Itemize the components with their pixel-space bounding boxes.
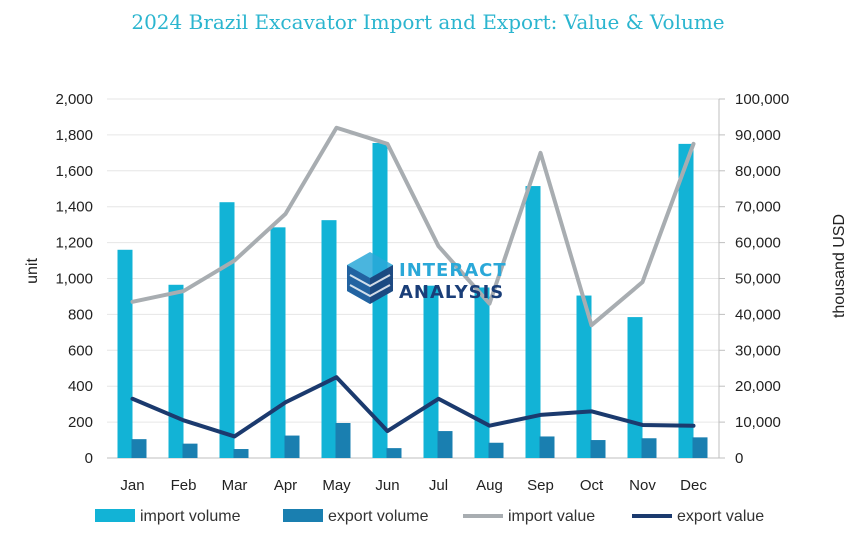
y-right-tick-label: 30,000 — [735, 342, 781, 359]
y-right-tick-label: 50,000 — [735, 271, 781, 288]
y-right-tick-label: 0 — [735, 450, 743, 467]
gridlines — [107, 98, 719, 459]
legend-label: import value — [508, 508, 595, 525]
x-axis-ticks: Jan Feb Mar Apr May Jun Jul Aug Sep Oct Nov Dec — [120, 477, 707, 494]
y-right-tick-label: 20,000 — [735, 378, 781, 395]
legend-label: export volume — [328, 508, 429, 525]
x-tick-label: Mar — [222, 477, 248, 494]
import-volume-bar — [576, 295, 592, 458]
y-left-tick-label: 200 — [68, 414, 93, 431]
x-tick-label: Jul — [429, 477, 448, 494]
y-left-tick-label: 0 — [85, 450, 93, 467]
export-volume-bar — [692, 437, 708, 458]
import-volume-bar — [525, 186, 541, 458]
y-left-tick-label: 800 — [68, 306, 93, 323]
export-volume-bar — [233, 449, 249, 458]
export-volume-bar — [284, 435, 300, 458]
import-volume-bar — [321, 220, 337, 458]
y-left-tick-label: 1,600 — [55, 163, 93, 180]
y-left-tick-label: 2,000 — [55, 91, 93, 108]
import-volume-bar — [627, 317, 643, 458]
export-volume-bar — [335, 422, 351, 458]
logo-text-line1: INTERACT — [399, 260, 507, 281]
export-value-line — [130, 375, 696, 439]
series-lines — [130, 125, 696, 439]
chart-title: 2024 Brazil Excavator Import and Export:… — [131, 10, 724, 34]
export-volume-bar — [182, 443, 198, 458]
import-volume-bar — [423, 285, 439, 458]
legend-label: import volume — [140, 508, 241, 525]
legend: import volume export volume import value ex… — [95, 508, 764, 525]
y-axis-right-ticks: 0 10,000 20,000 30,000 40,000 50,000 60,000 70,… — [718, 91, 789, 467]
import-volume-bar — [678, 143, 694, 458]
y-axis-left-label: unit — [24, 258, 41, 284]
y-left-tick-label: 1,200 — [55, 235, 93, 252]
y-right-tick-label: 40,000 — [735, 306, 781, 323]
y-axis-left-ticks: 0 200 400 600 800 1,000 1,200 1,400 1,600 1,800 2,… — [55, 91, 93, 467]
export-volume-bar — [386, 448, 402, 458]
import-value-line — [130, 125, 696, 328]
export-volume-bar — [488, 442, 504, 458]
y-left-tick-label: 1,000 — [55, 271, 93, 288]
logo-cube-icon — [347, 252, 393, 304]
y-right-tick-label: 100,000 — [735, 91, 789, 108]
export-volume-bar — [641, 438, 657, 458]
x-tick-label: Oct — [580, 477, 604, 494]
import-volume-bar — [117, 249, 133, 458]
y-right-tick-label: 60,000 — [735, 235, 781, 252]
export-volume-bar — [131, 439, 147, 458]
y-right-tick-label: 80,000 — [735, 163, 781, 180]
y-right-tick-label: 70,000 — [735, 199, 781, 216]
x-tick-label: May — [322, 477, 351, 494]
x-tick-label: Nov — [629, 477, 656, 494]
legend-swatch — [95, 509, 135, 522]
y-left-tick-label: 1,400 — [55, 199, 93, 216]
y-left-tick-label: 600 — [68, 342, 93, 359]
x-tick-label: Jun — [375, 477, 399, 494]
y-left-tick-label: 1,800 — [55, 127, 93, 144]
import-volume-bar — [270, 227, 286, 458]
y-right-tick-label: 10,000 — [735, 414, 781, 431]
import-volume-bar — [219, 202, 235, 458]
y-right-tick-label: 90,000 — [735, 127, 781, 144]
legend-swatch — [283, 509, 323, 522]
y-left-tick-label: 400 — [68, 378, 93, 395]
import-volume-bar — [168, 284, 184, 458]
logo-text-line2: ANALYSIS — [399, 282, 504, 303]
x-tick-label: Feb — [171, 477, 197, 494]
y-axis-right-label: thousand USD — [831, 214, 848, 318]
legend-label: export value — [677, 508, 764, 525]
x-tick-label: Sep — [527, 477, 554, 494]
import-volume-bar — [474, 287, 490, 458]
x-tick-label: Aug — [476, 477, 503, 494]
x-tick-label: Dec — [680, 477, 707, 494]
x-tick-label: Jan — [120, 477, 144, 494]
export-volume-bar — [437, 431, 453, 458]
interact-analysis-logo: INTERACT ANALYSIS — [347, 252, 507, 304]
export-volume-bar — [539, 436, 555, 458]
export-volume-bar — [590, 440, 606, 458]
import-volume-bar — [372, 142, 388, 459]
x-tick-label: Apr — [274, 477, 297, 494]
